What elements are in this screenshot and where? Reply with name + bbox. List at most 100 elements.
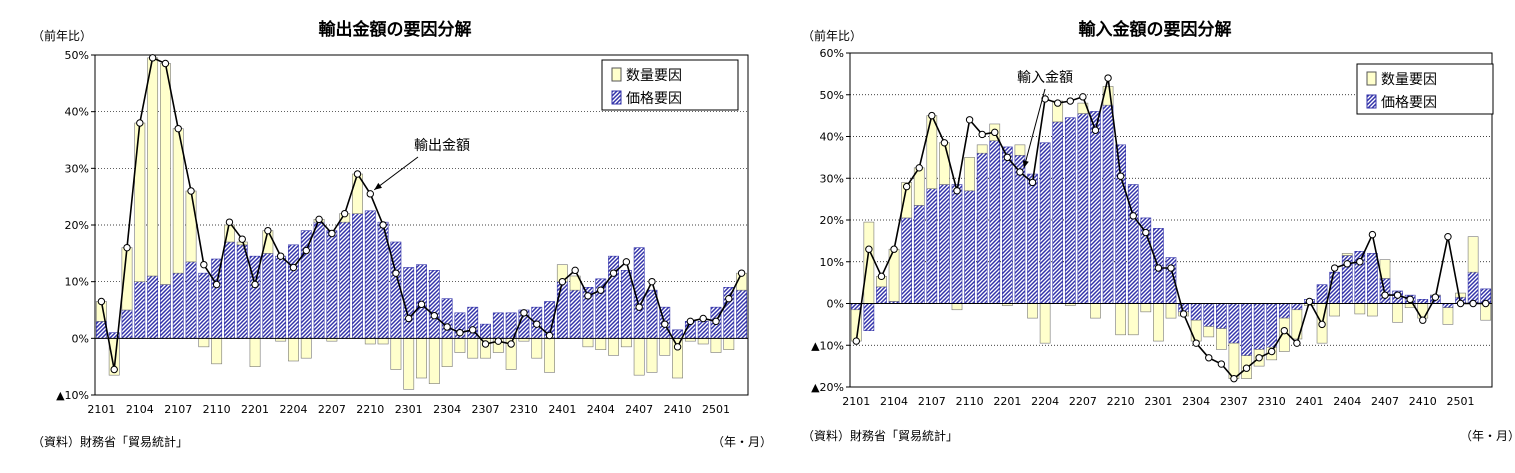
quantity-factor-bar <box>147 57 159 277</box>
x-tick-label: 2210 <box>1107 395 1135 408</box>
price-factor-bar <box>964 190 975 304</box>
price-factor-bar <box>697 321 709 339</box>
y-tick-label: ▲20% <box>811 381 844 394</box>
annotation-arrowhead <box>374 182 382 190</box>
total-point <box>915 164 923 172</box>
total-point <box>148 54 157 62</box>
total-point <box>379 221 387 229</box>
price-factor-bar <box>913 205 925 304</box>
price-factor-bar <box>1090 111 1101 304</box>
quantity-factor-bar <box>1354 303 1366 315</box>
price-factor-bar <box>1316 284 1328 304</box>
total-point <box>1469 299 1477 308</box>
x-tick-label: 2210 <box>356 403 384 416</box>
total-point <box>965 116 974 124</box>
quantity-factor-bar <box>249 338 261 367</box>
quantity-factor-bar <box>1153 303 1164 342</box>
y-tick-label: 20% <box>820 214 844 227</box>
price-factor-bar <box>172 272 184 339</box>
chart-title: 輸入金額の要因分解 <box>1079 19 1232 40</box>
price-factor-bar <box>620 270 632 339</box>
quantity-factor-bar <box>1203 326 1215 338</box>
price-factor-bar <box>1417 299 1429 304</box>
price-factor-bar <box>441 298 453 339</box>
total-point <box>187 187 195 195</box>
quantity-factor-bar <box>172 128 184 274</box>
price-factor-bar <box>224 241 235 339</box>
export-chart: 輸出金額の要因分解 （前年比） （資料）財務省「貿易統計」 （年・月） 50% 4… <box>32 19 772 449</box>
annotation-arrow <box>373 156 419 191</box>
total-point <box>712 317 720 326</box>
total-point <box>417 300 426 309</box>
quantity-factor-bar <box>608 338 619 356</box>
total-point <box>1028 178 1037 187</box>
y-tick-label: 50% <box>65 49 89 62</box>
quantity-factor-bar <box>1329 303 1340 317</box>
quantity-factor-bar <box>1190 319 1202 342</box>
quantity-factor-bar <box>454 338 466 353</box>
x-tick-label: 2207 <box>318 403 346 416</box>
price-factor-bar <box>672 329 683 339</box>
y-tick-label: 0% <box>827 298 844 311</box>
total-point <box>1456 299 1465 308</box>
quantity-factor-bar <box>1216 328 1227 350</box>
price-factor-bar <box>352 213 363 339</box>
quantity-factor-bar <box>710 338 722 353</box>
quantity-factor-bar <box>1127 303 1139 336</box>
price-factor-bar <box>1278 303 1290 319</box>
total-point <box>1230 374 1238 383</box>
price-factor-bar <box>1367 253 1378 304</box>
price-factor-bar <box>121 309 133 339</box>
total-point <box>991 128 999 137</box>
price-factor-bar <box>1203 303 1215 327</box>
x-tick-label: 2101 <box>87 403 115 416</box>
quantity-factor-bar <box>1140 303 1152 313</box>
total-point <box>1016 168 1024 176</box>
total-point <box>315 215 323 224</box>
price-factor-bar <box>1102 104 1114 304</box>
quantity-factor-bar <box>939 142 950 185</box>
x-tick-label: 2104 <box>126 403 154 416</box>
x-tick-label: 2304 <box>1182 395 1210 408</box>
price-factor-bar <box>1253 303 1265 350</box>
quantity-factor-bar <box>659 338 671 356</box>
quantity-factor-bar <box>1014 144 1026 156</box>
total-point <box>328 229 336 238</box>
quantity-factor-bar <box>1090 303 1101 319</box>
total-point <box>1482 299 1490 308</box>
quantity-factor-bar <box>416 338 427 379</box>
price-factor-bar <box>211 258 223 339</box>
x-tick-label: 2107 <box>918 395 946 408</box>
x-axis-label: （年・月） <box>1460 429 1515 443</box>
total-point <box>1079 93 1087 101</box>
total-point <box>276 252 285 260</box>
legend-label-quantity: 数量要因 <box>1381 72 1437 88</box>
price-factor-bar <box>1039 142 1051 304</box>
price-factor-bar <box>939 184 950 304</box>
price-factor-bar <box>1216 303 1227 329</box>
quantity-factor-bar <box>1442 307 1454 325</box>
price-factor-bar <box>1190 303 1202 321</box>
total-point <box>507 340 515 348</box>
price-factor-bar <box>185 261 197 339</box>
quantity-factor-bar <box>1367 303 1378 317</box>
total-point <box>353 170 362 178</box>
y-tick-label: 20% <box>65 219 89 232</box>
quantity-factor-bar <box>300 338 312 359</box>
price-factor-bar <box>198 272 210 339</box>
total-point <box>494 337 503 345</box>
quantity-factor-bar <box>926 115 938 189</box>
source-note: （資料）財務省「貿易統計」 <box>32 434 188 449</box>
total-point <box>97 297 106 306</box>
total-point <box>1406 295 1414 304</box>
total-point <box>622 258 631 266</box>
price-factor-bar <box>1442 303 1454 308</box>
quantity-factor-bar <box>633 338 645 376</box>
price-factor-bar <box>1077 113 1089 304</box>
total-point <box>661 320 669 328</box>
total-point <box>1419 316 1427 324</box>
total-point <box>1217 360 1226 368</box>
price-factor-bar <box>1014 154 1026 304</box>
total-point <box>1242 364 1251 372</box>
total-point <box>200 260 208 269</box>
